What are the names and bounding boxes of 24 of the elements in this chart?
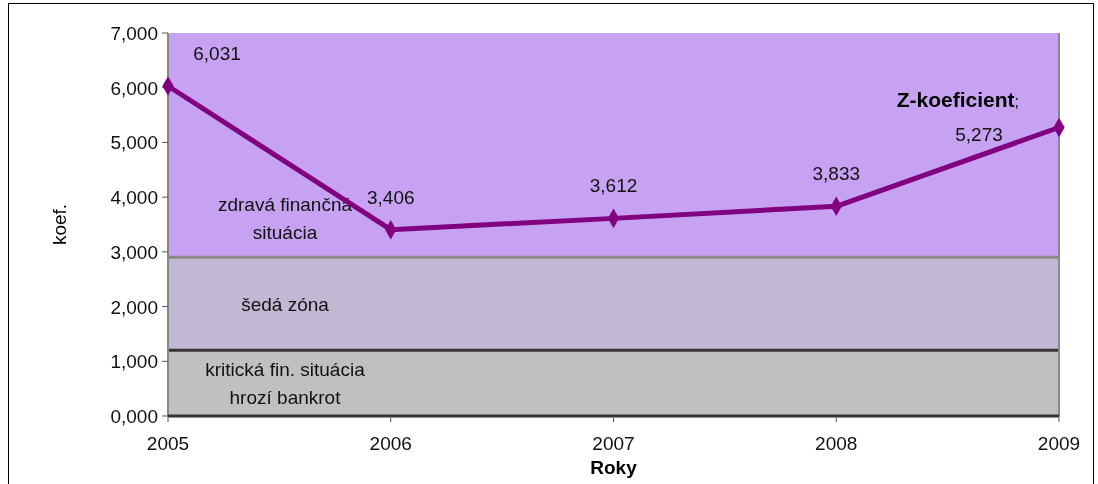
text: 3,406 [366, 186, 415, 208]
y-tick-label: 0,000 [110, 406, 158, 427]
band-label: zdravá finančná situácia [217, 194, 353, 244]
x-tick-label: 2009 [1037, 433, 1081, 454]
x-tick-label: 2006 [369, 433, 412, 454]
y-tick-label: 4,000 [110, 187, 158, 209]
text: 3,833 [812, 163, 861, 185]
band-label: kritická fin. situácia hrozí bankrot [205, 359, 366, 409]
y-tick-label: 2,000 [110, 296, 158, 318]
y-tick-label: 3,000 [110, 241, 158, 263]
band-label: šedá zóna [241, 293, 330, 315]
text: 5,273 [955, 124, 1003, 146]
text: 6,031 [193, 43, 241, 65]
y-tick-label: 5,000 [110, 132, 158, 154]
x-axis-title: Roky [590, 457, 638, 478]
y-axis-title: koef. [49, 203, 70, 246]
x-tick-label: 2008 [815, 433, 858, 454]
y-tick-label: 6,000 [110, 77, 158, 99]
x-tick-label: 2007 [592, 433, 635, 454]
x-tick-label: 2005 [146, 433, 190, 454]
y-tick-label: 1,000 [110, 351, 158, 373]
text: 3,612 [589, 175, 638, 197]
series-label: Z-koeficient; [896, 88, 1019, 112]
y-tick-label: 7,000 [110, 23, 158, 44]
